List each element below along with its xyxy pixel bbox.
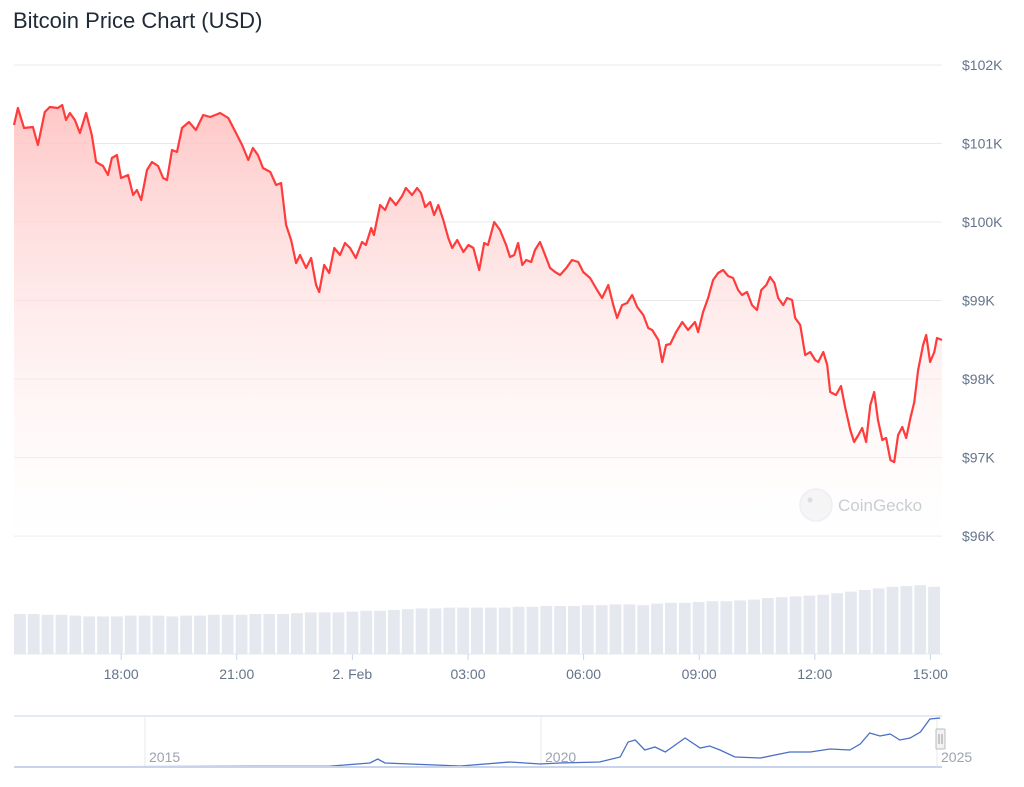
volume-bar <box>845 591 857 654</box>
volume-bar <box>581 605 594 654</box>
volume-bar <box>235 614 248 654</box>
volume-bar <box>568 606 580 654</box>
volume-bar <box>180 615 193 654</box>
volume-bar <box>41 614 54 654</box>
volume-bar <box>706 601 719 654</box>
volume-bar <box>346 611 359 654</box>
volume-bar <box>858 590 871 654</box>
navigator-line <box>14 717 941 768</box>
volume-bar <box>678 602 691 654</box>
volume-bar <box>291 613 303 654</box>
navigator-year-label: 2025 <box>941 749 972 765</box>
x-tick-label: 09:00 <box>682 666 717 682</box>
volume-bar <box>720 601 733 654</box>
volume-bar <box>651 603 663 654</box>
volume-bar <box>498 607 511 654</box>
chart-title: Bitcoin Price Chart (USD) <box>13 8 263 33</box>
volume-bar <box>928 586 940 654</box>
volume-bar <box>817 594 830 654</box>
volume-bar <box>249 614 262 654</box>
x-tick-label: 21:00 <box>219 666 254 682</box>
volume-bar <box>415 608 428 654</box>
volume-bar <box>14 614 26 654</box>
x-tick-label: 06:00 <box>566 666 601 682</box>
y-tick-label: $97K <box>962 450 995 466</box>
volume-bar <box>692 602 705 654</box>
volume-bar <box>554 606 567 654</box>
volume-bar <box>277 614 290 654</box>
volume-bar <box>194 615 206 654</box>
volume-bar <box>761 598 774 654</box>
price-area <box>14 105 942 536</box>
volume-bar <box>166 616 179 654</box>
navigator[interactable]: 2015 2020 2025 <box>14 715 972 768</box>
volume-bar <box>872 588 885 654</box>
volume-bar <box>387 610 400 654</box>
y-tick-label: $100K <box>962 214 1003 230</box>
volume-bar <box>886 586 899 654</box>
volume-bar <box>471 607 483 654</box>
volume-bar <box>360 610 373 654</box>
volume-bar <box>401 609 414 654</box>
volume-bar <box>789 596 802 654</box>
volume-bar <box>637 605 650 654</box>
volume-bar <box>484 607 497 654</box>
volume-bars <box>14 585 942 655</box>
volume-bar <box>55 614 68 654</box>
volume-bar <box>900 586 913 654</box>
volume-bar <box>263 614 276 654</box>
x-tick-label: 2. Feb <box>333 666 373 682</box>
navigator-handle[interactable] <box>935 728 946 750</box>
y-tick-label: $99K <box>962 293 995 309</box>
volume-bar <box>803 595 816 654</box>
volume-bar <box>775 597 788 654</box>
volume-bar <box>221 614 234 654</box>
volume-bar <box>443 607 456 654</box>
volume-bar <box>748 599 760 654</box>
volume-bar <box>664 602 677 654</box>
volume-bar <box>69 615 82 654</box>
x-tick-label: 12:00 <box>797 666 832 682</box>
volume-bar <box>914 585 927 654</box>
volume-bar <box>124 615 137 654</box>
price-line <box>12 103 943 464</box>
volume-bar <box>457 607 470 654</box>
y-tick-label: $96K <box>962 528 995 544</box>
y-tick-label: $98K <box>962 371 995 387</box>
coingecko-watermark: CoinGecko <box>799 488 922 522</box>
volume-bar <box>83 616 96 654</box>
volume-bar <box>152 615 165 654</box>
volume-bar <box>374 610 386 654</box>
volume-bar <box>512 606 525 654</box>
volume-bar <box>110 616 123 654</box>
volume-bar <box>138 615 151 654</box>
x-tick-label: 18:00 <box>104 666 139 682</box>
x-tick-label: 15:00 <box>913 666 948 682</box>
volume-bar <box>540 606 553 654</box>
volume-bar <box>207 614 220 654</box>
navigator-year-label: 2020 <box>545 749 576 765</box>
volume-bar <box>734 600 747 654</box>
volume-bar <box>304 612 317 654</box>
volume-bar <box>429 608 442 654</box>
y-tick-label: $102K <box>962 57 1003 73</box>
volume-bar <box>595 605 608 654</box>
volume-bar <box>27 614 40 654</box>
volume-bar <box>623 604 636 654</box>
volume-bar <box>526 606 539 654</box>
y-tick-label: $101K <box>962 136 1003 152</box>
volume-bar <box>97 616 109 654</box>
navigator-year-label: 2015 <box>149 749 180 765</box>
volume-bar <box>332 612 345 654</box>
volume-bar <box>318 612 331 654</box>
x-tick-label: 03:00 <box>450 666 485 682</box>
volume-bar <box>831 593 844 654</box>
volume-bar <box>609 604 622 654</box>
watermark-text: CoinGecko <box>838 496 922 515</box>
